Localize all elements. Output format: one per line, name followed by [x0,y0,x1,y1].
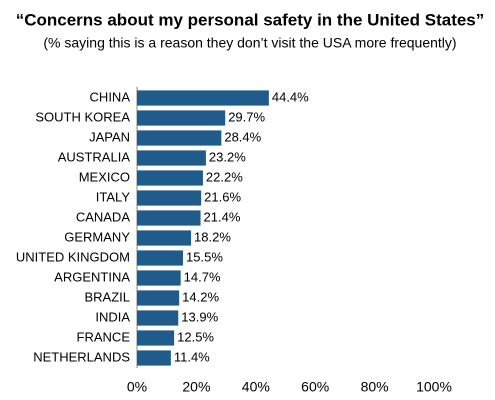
value-label: 14.7% [184,269,221,284]
x-tick-label: 20% [182,379,210,395]
chart-title: “Concerns about my personal safety in th… [16,10,485,29]
value-label: 13.9% [181,309,218,324]
bar [137,210,201,226]
value-label: 23.2% [209,149,246,164]
x-tick-label: 80% [361,379,389,395]
y-tick-label: SOUTH KOREA [35,109,130,124]
y-tick-label: INDIA [95,309,130,324]
y-tick-label: JAPAN [89,129,130,144]
value-label: 14.2% [182,289,219,304]
bar [137,290,180,306]
y-tick-label: UNITED KINGDOM [16,249,130,264]
y-tick-label: BRAZIL [84,289,130,304]
chart-subtitle: (% saying this is a reason they don’t vi… [43,35,456,51]
bar [137,190,202,206]
bar [137,130,222,146]
bar [137,90,269,106]
x-tick-label: 100% [416,379,452,395]
value-label: 21.4% [204,209,241,224]
bar [137,170,203,186]
bar [137,350,171,366]
value-label: 28.4% [224,129,261,144]
x-tick-label: 60% [301,379,329,395]
bar [137,150,206,166]
x-tick-label: 0% [127,379,147,395]
value-label: 44.4% [272,89,309,104]
bar [137,110,226,126]
y-tick-label: CHINA [90,89,131,104]
bar [137,270,181,286]
y-tick-label: NETHERLANDS [33,349,130,364]
value-label: 15.5% [186,249,223,264]
y-tick-label: ITALY [96,189,131,204]
y-tick-label: CANADA [76,209,131,224]
value-label: 21.6% [204,189,241,204]
y-tick-label: FRANCE [77,329,131,344]
value-label: 11.4% [174,349,210,364]
y-tick-label: GERMANY [64,229,130,244]
value-label: 12.5% [177,329,214,344]
x-tick-label: 40% [242,379,270,395]
bar [137,230,192,246]
y-tick-label: ARGENTINA [54,269,130,284]
value-label: 22.2% [206,169,243,184]
bar [137,330,175,346]
value-label: 18.2% [194,229,231,244]
value-label: 29.7% [228,109,265,124]
bar [137,310,179,326]
y-tick-label: AUSTRALIA [58,149,131,164]
y-tick-label: MEXICO [79,169,130,184]
bar [137,250,184,266]
